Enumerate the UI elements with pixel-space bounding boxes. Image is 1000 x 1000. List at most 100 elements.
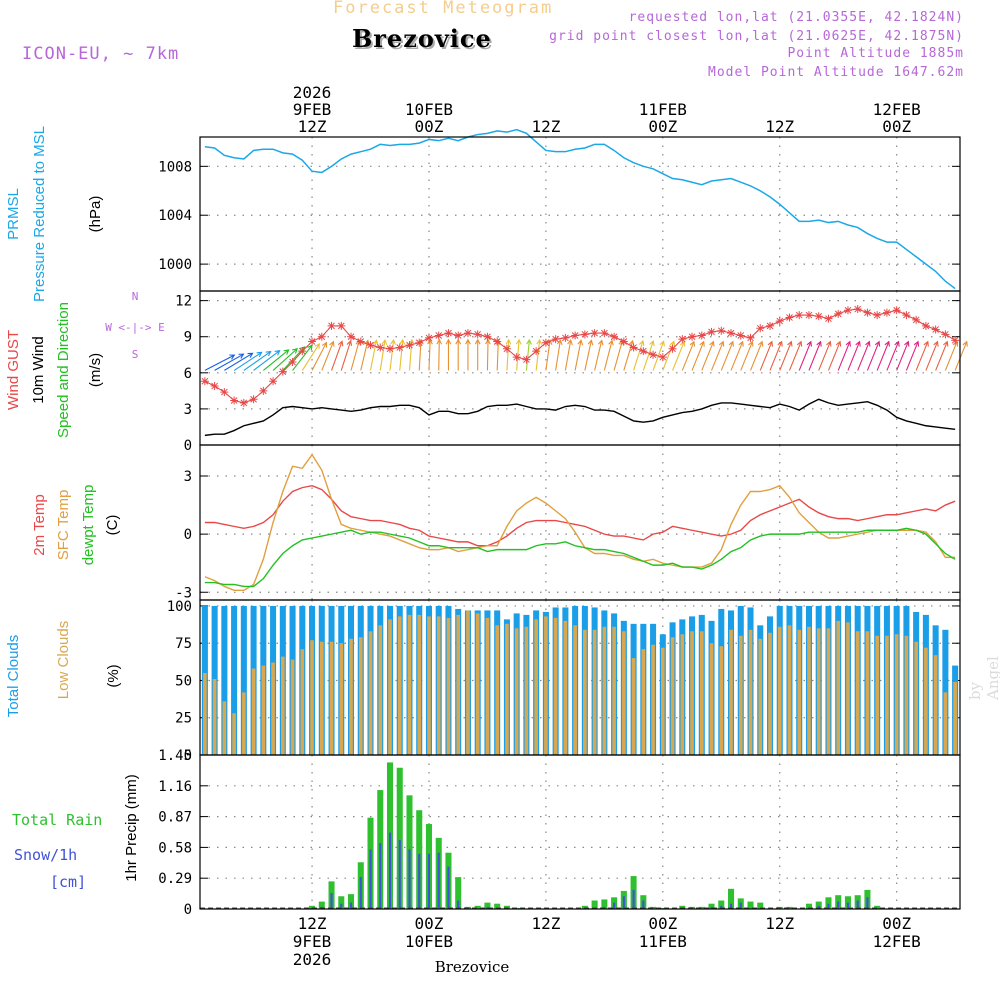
pressure-label-prmsl: PRMSL [5, 188, 22, 240]
gust-marker [239, 398, 248, 407]
bar-total-clouds [240, 605, 247, 755]
wind-arrow-head [536, 338, 543, 345]
bar-low-clouds [475, 613, 480, 755]
wind-arrow [292, 345, 313, 371]
bar-total-rain [591, 900, 598, 909]
bar-snow [846, 902, 850, 909]
wind-arrow [866, 341, 880, 371]
wind-arrow-head [796, 340, 803, 347]
gust-marker [834, 309, 843, 318]
bar-low-clouds [544, 616, 548, 755]
bar-snow [388, 832, 392, 909]
app-title: Forecast Meteogram [333, 0, 554, 18]
wind-arrow [672, 341, 685, 371]
wind-arrow [516, 339, 520, 371]
bar-low-clouds [807, 626, 811, 755]
wind-arrow [224, 352, 253, 371]
bar-low-clouds [758, 638, 763, 755]
gust-marker [912, 315, 921, 324]
bar-total-rain [728, 888, 735, 909]
wind-arrow-head [649, 340, 655, 347]
gust-marker [717, 326, 726, 335]
bar-total-rain [650, 906, 657, 909]
bar-snow [729, 903, 733, 909]
wind-arrow [779, 341, 792, 371]
time-label-top: 12Z [531, 117, 560, 136]
bar-low-clouds [816, 628, 821, 755]
gust-marker [220, 388, 229, 397]
wind-arrow [594, 340, 603, 371]
gust-marker [278, 367, 287, 376]
wind-arrow-head [943, 340, 949, 347]
bar-low-clouds [602, 626, 607, 755]
wind-arrow-head [597, 339, 604, 346]
gust-marker [766, 321, 774, 330]
gust-marker [736, 331, 745, 340]
panel-clouds: 0 25 50 75 100 [167, 599, 961, 764]
wind-arrow-head [445, 338, 452, 345]
temp-unit-label: (C) [104, 515, 121, 536]
wind-arrow-head [835, 340, 842, 347]
bar-snow [856, 900, 859, 909]
bar-snow [340, 903, 343, 909]
panel-frame [199, 754, 961, 910]
compass-north: N [132, 290, 139, 303]
wind-arrow-head [894, 340, 900, 347]
wind-arrow-head [455, 338, 462, 345]
wind-arrow-head [855, 340, 861, 347]
wind-arrow [935, 341, 948, 371]
bar-low-clouds [953, 681, 957, 755]
gust-marker [366, 341, 375, 350]
wind-arrow-head [329, 340, 335, 347]
bar-low-clouds [329, 641, 334, 755]
wind-arrow [711, 341, 724, 371]
bar-total-rain [503, 905, 510, 909]
wind-arrow-head [845, 340, 851, 347]
gust-marker [532, 347, 541, 356]
bar-low-clouds [631, 658, 636, 755]
wind-arrow [769, 341, 783, 371]
bar-low-clouds [719, 646, 724, 755]
bar-low-clouds [583, 629, 587, 755]
gust-marker [629, 343, 638, 352]
y-tick-label: 0 [184, 438, 192, 454]
bar-low-clouds [622, 631, 626, 755]
time-label-bottom: 00Z [648, 914, 677, 933]
bar-total-rain [805, 903, 812, 909]
wind-arrow-head [567, 339, 573, 346]
bar-total-rain [309, 905, 316, 909]
location-title: Brezovice [352, 24, 492, 53]
bar-low-clouds [904, 635, 909, 755]
model-point-altitude: Model Point Altitude 1647.62m [708, 65, 964, 80]
bar-snow [710, 906, 713, 909]
gust-marker [415, 338, 424, 347]
bar-low-clouds [651, 644, 655, 755]
y-tick-label: 1004 [158, 208, 192, 224]
bar-low-clouds [271, 662, 275, 755]
y-tick-label: 3 [184, 402, 192, 418]
bar-low-clouds [368, 631, 373, 755]
gust-marker [678, 335, 687, 344]
wind-arrow [272, 348, 298, 371]
bar-snow [379, 843, 382, 909]
gust-marker [941, 330, 950, 339]
wind-arrow-head [608, 339, 614, 346]
wind-arrow-head [337, 340, 344, 347]
model-label: ICON-EU, ~ 7km [22, 44, 180, 64]
bar-low-clouds [388, 619, 392, 755]
bar-low-clouds [436, 616, 441, 755]
gust-marker [882, 308, 891, 317]
bar-low-clouds [924, 647, 928, 755]
y-tick-label: 12 [175, 294, 192, 310]
bar-snow [447, 866, 450, 909]
wind-arrow-head [238, 353, 245, 359]
wind-arrow-head [526, 338, 532, 345]
y-tick-label: 3 [184, 469, 192, 485]
bar-low-clouds [319, 641, 324, 755]
y-tick-label: 0 [184, 748, 192, 764]
compass-west-east: W <-|-> E [105, 321, 165, 334]
bar-low-clouds [738, 635, 743, 755]
wind-arrow-head [515, 338, 522, 345]
wind-arrow [311, 342, 327, 371]
y-tick-label: 0.58 [158, 840, 192, 856]
